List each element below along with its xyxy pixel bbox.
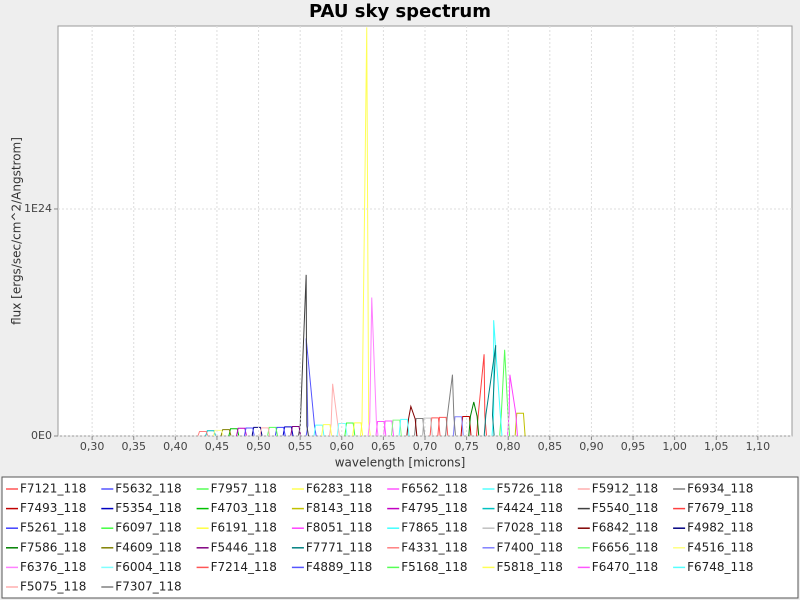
- series-line: [212, 429, 224, 436]
- y-tick-label: 1E24: [24, 202, 52, 215]
- legend-label: F6470_118: [592, 560, 658, 574]
- legend-label: F5075_118: [20, 580, 86, 594]
- legend-label: F5446_118: [211, 540, 277, 554]
- legend-label: F8051_118: [306, 521, 372, 535]
- legend-label: F5818_118: [497, 560, 563, 574]
- legend-label: F4889_118: [306, 560, 372, 574]
- legend-label: F5726_118: [497, 482, 563, 496]
- x-tick-label: 0,90: [579, 440, 604, 453]
- x-tick-label: 1,05: [704, 440, 729, 453]
- x-tick-label: 0,30: [80, 440, 105, 453]
- legend-label: F6656_118: [592, 540, 658, 554]
- legend-label: F4795_118: [401, 501, 467, 515]
- legend-label: F7957_118: [211, 482, 277, 496]
- legend-label: F5168_118: [401, 560, 467, 574]
- legend-label: F7307_118: [115, 580, 181, 594]
- legend-label: F7679_118: [687, 501, 753, 515]
- legend-label: F7214_118: [211, 560, 277, 574]
- x-axis-label: wavelength [microns]: [335, 456, 466, 470]
- x-tick-label: 0,75: [454, 440, 479, 453]
- chart-title: PAU sky spectrum: [309, 1, 491, 22]
- x-tick-label: 0,40: [163, 440, 188, 453]
- legend-label: F6097_118: [115, 521, 181, 535]
- series-line: [483, 345, 497, 436]
- series-line: [259, 427, 271, 436]
- series-line: [468, 401, 480, 436]
- legend-label: F6562_118: [401, 482, 467, 496]
- legend-label: F5540_118: [592, 501, 658, 515]
- legend-label: F7493_118: [20, 501, 86, 515]
- series-line: [375, 420, 387, 436]
- legend-label: F4609_118: [115, 540, 181, 554]
- legend-label: F6376_118: [20, 560, 86, 574]
- legend-label: F8143_118: [306, 501, 372, 515]
- x-tick-label: 0,80: [496, 440, 521, 453]
- x-tick-label: 0,60: [330, 440, 355, 453]
- series-line: [321, 424, 333, 436]
- legend-label: F4331_118: [401, 540, 467, 554]
- legend-label: F7400_118: [497, 540, 563, 554]
- legend-label: F6842_118: [592, 521, 658, 535]
- legend-label: F4703_118: [211, 501, 277, 515]
- series-line: [290, 425, 302, 436]
- x-tick-label: 1,10: [746, 440, 771, 453]
- y-axis-label: flux [ergs/sec/cm^2/Angstrom]: [10, 137, 24, 325]
- x-tick-label: 0,95: [621, 440, 646, 453]
- legend-label: F6934_118: [687, 482, 753, 496]
- x-tick-label: 1,00: [662, 440, 687, 453]
- x-tick-label: 0,50: [246, 440, 271, 453]
- x-tick-label: 0,65: [371, 440, 396, 453]
- legend-label: F7586_118: [20, 540, 86, 554]
- legend: [1, 476, 799, 599]
- x-tick-label: 0,85: [538, 440, 563, 453]
- series-group: [197, 27, 526, 436]
- legend-label: F7121_118: [20, 482, 86, 496]
- legend-label: F7028_118: [497, 521, 563, 535]
- series-line: [243, 427, 255, 436]
- legend-label: F7865_118: [401, 521, 467, 535]
- x-tick-label: 0,55: [288, 440, 313, 453]
- legend-label: F5912_118: [592, 482, 658, 496]
- x-tick-label: 0,45: [205, 440, 230, 453]
- series-line: [506, 374, 518, 436]
- series-line: [398, 418, 410, 436]
- legend-label: F4982_118: [687, 521, 753, 535]
- y-tick-label: 0E0: [31, 429, 52, 442]
- legend-label: F5354_118: [115, 501, 181, 515]
- legend-label: F6283_118: [306, 482, 372, 496]
- legend-label: F4424_118: [497, 501, 563, 515]
- legend-label: F7771_118: [306, 540, 372, 554]
- series-line: [445, 374, 457, 436]
- series-line: [197, 430, 209, 436]
- series-line: [352, 422, 364, 436]
- legend-label: F6004_118: [115, 560, 181, 574]
- legend-label: F5632_118: [115, 482, 181, 496]
- legend-label: F4516_118: [687, 540, 753, 554]
- series-line: [421, 417, 433, 436]
- x-tick-label: 0,70: [413, 440, 438, 453]
- legend-label: F6748_118: [687, 560, 753, 574]
- legend-label: F6191_118: [211, 521, 277, 535]
- x-tick-label: 0,35: [121, 440, 146, 453]
- legend-label: F5261_118: [20, 521, 86, 535]
